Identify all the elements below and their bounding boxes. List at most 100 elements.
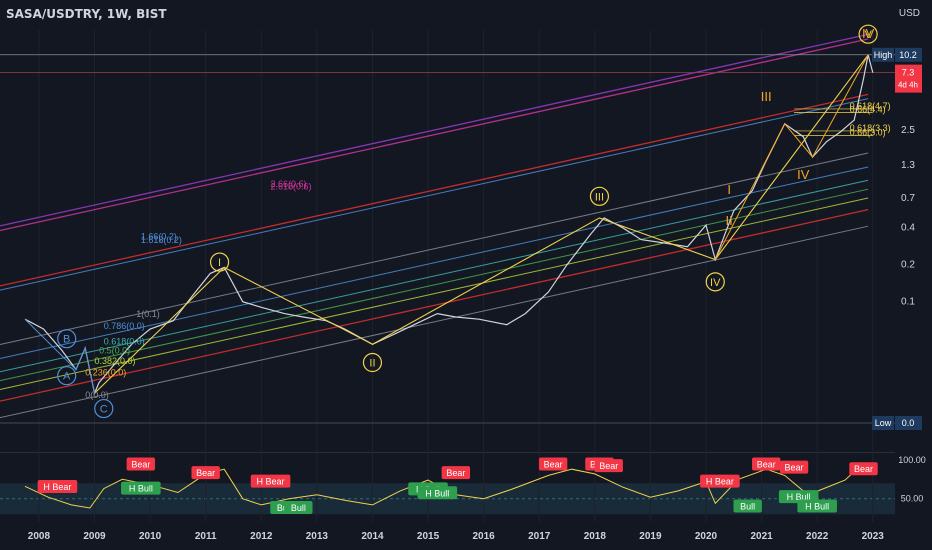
fib-level-label: 0.66(4.4) xyxy=(850,105,886,115)
divergence-label: Bear xyxy=(599,461,618,471)
wave-label: III xyxy=(595,191,604,203)
divergence-label: Bear xyxy=(757,460,776,470)
x-tick-label: 2023 xyxy=(862,531,885,542)
fib-line-0 xyxy=(0,225,869,419)
divergence-label: Bear xyxy=(785,463,804,473)
fib-line-2618 xyxy=(0,38,869,232)
x-tick-label: 2012 xyxy=(250,531,273,542)
divergence-badge xyxy=(126,457,156,471)
fib-level-label: 0.236(0.0) xyxy=(85,368,126,378)
x-tick-label: 2008 xyxy=(28,531,51,542)
fib-level-label: 2.66(0.6) xyxy=(271,179,307,189)
fib-level-label: 0.382(0.0) xyxy=(95,356,136,366)
x-tick-label: 2014 xyxy=(361,531,384,542)
divergence-label: Bull xyxy=(740,501,755,511)
wave-label: C xyxy=(100,404,108,416)
fib-level-label: 0.618(4.7) xyxy=(850,101,891,111)
x-tick-label: 2010 xyxy=(139,531,162,542)
y-tick-label: 0.2 xyxy=(901,260,915,271)
divergence-badge xyxy=(250,474,291,488)
wave-label: I xyxy=(727,182,731,197)
rsi-tick-label: 100.00 xyxy=(898,455,926,465)
wave-label-circle xyxy=(57,366,77,386)
divergence-badge xyxy=(700,474,740,488)
x-tick-label: 2011 xyxy=(195,531,217,542)
price-tag-value: 10.2 xyxy=(899,50,917,60)
x-tick-label: 2015 xyxy=(417,531,440,542)
fib-level-label: 2.618(0.6) xyxy=(271,181,312,191)
bar-countdown: 4d 4h xyxy=(898,81,918,90)
fib-line-0382 xyxy=(0,197,869,390)
wave-label: I xyxy=(218,257,221,269)
wave-label: III xyxy=(761,89,772,104)
fib-line-05 xyxy=(0,188,869,382)
divergence-badge xyxy=(191,466,220,480)
fib-line-1 xyxy=(0,152,869,345)
divergence-label: H Bull xyxy=(805,501,829,511)
last-price-value: 7.3 xyxy=(902,68,915,78)
divergence-badge xyxy=(733,499,762,513)
divergence-label: H Bear xyxy=(43,482,71,492)
y-tick-label: 2.5 xyxy=(901,125,915,136)
divergence-badge xyxy=(538,457,568,471)
symbol-title: SASA/USDTRY, 1W, BIST xyxy=(6,7,167,21)
x-tick-label: 2019 xyxy=(639,531,662,542)
divergence-label: H Bear xyxy=(257,477,285,487)
fib-line-0618 xyxy=(0,179,869,373)
wave-label: IV xyxy=(797,167,810,182)
x-tick-label: 2017 xyxy=(528,531,551,542)
divergence-label: Bear xyxy=(196,468,215,478)
x-tick-label: 2013 xyxy=(306,531,329,542)
fib-level-label: 1.66(0.2) xyxy=(141,232,177,242)
divergence-badge xyxy=(284,501,313,515)
wave-label-circle xyxy=(94,398,114,419)
fib-line-red xyxy=(0,209,869,402)
y-tick-label: 0.7 xyxy=(901,193,915,204)
divergence-badge xyxy=(417,486,458,500)
wave-label: II xyxy=(369,358,375,370)
fib-level-label: 0.786(0.0) xyxy=(104,321,145,331)
sub-wave-path xyxy=(714,54,869,260)
elliott-wave-path xyxy=(94,54,869,394)
wave-label-circle xyxy=(858,24,878,44)
divergence-badge xyxy=(779,460,809,474)
wave-label: IV xyxy=(862,26,875,41)
x-tick-label: 2016 xyxy=(473,531,496,542)
fib-level-label: 0.66(3.0) xyxy=(850,127,886,137)
divergence-badge xyxy=(594,459,623,473)
price-tag-label: Low xyxy=(875,418,892,428)
wave-label: A xyxy=(63,371,71,383)
divergence-badge xyxy=(849,462,878,476)
divergence-badge xyxy=(441,466,471,480)
wave-label: B xyxy=(63,334,70,346)
y-tick-label: 1.3 xyxy=(901,160,915,171)
divergence-label: Bear xyxy=(131,460,150,470)
x-tick-label: 2021 xyxy=(750,531,773,542)
divergence-label: H Bull xyxy=(425,488,449,498)
price-tag-label-bg xyxy=(872,416,894,430)
x-tick-label: 2009 xyxy=(83,531,106,542)
currency-label: USD xyxy=(898,8,920,19)
divergence-label: H Bull xyxy=(787,492,811,502)
price-tag-bg xyxy=(895,416,922,430)
divergence-badge xyxy=(121,481,161,495)
fib-line-266 xyxy=(0,33,869,227)
divergence-badge xyxy=(797,499,837,513)
wave-label-circle xyxy=(362,352,383,373)
wave-label-circle xyxy=(705,272,725,292)
wave-label-circle xyxy=(589,186,610,206)
wave-label-circle xyxy=(209,252,230,272)
x-tick-label: 2022 xyxy=(806,531,829,542)
x-tick-label: 2018 xyxy=(584,531,607,542)
divergence-badge xyxy=(752,457,781,471)
abc-wave-path xyxy=(24,318,95,394)
wave-label: V xyxy=(864,29,872,41)
fib-line-1618 xyxy=(0,98,869,291)
pane-divider xyxy=(0,452,895,453)
price-tag-label-bg xyxy=(872,47,894,62)
fib-line-166 xyxy=(0,93,869,287)
fib-level-label: 1.618(0.2) xyxy=(141,235,182,245)
fib-line-0786 xyxy=(0,166,869,359)
fib-level-label: 0.618(0.0) xyxy=(104,336,145,346)
